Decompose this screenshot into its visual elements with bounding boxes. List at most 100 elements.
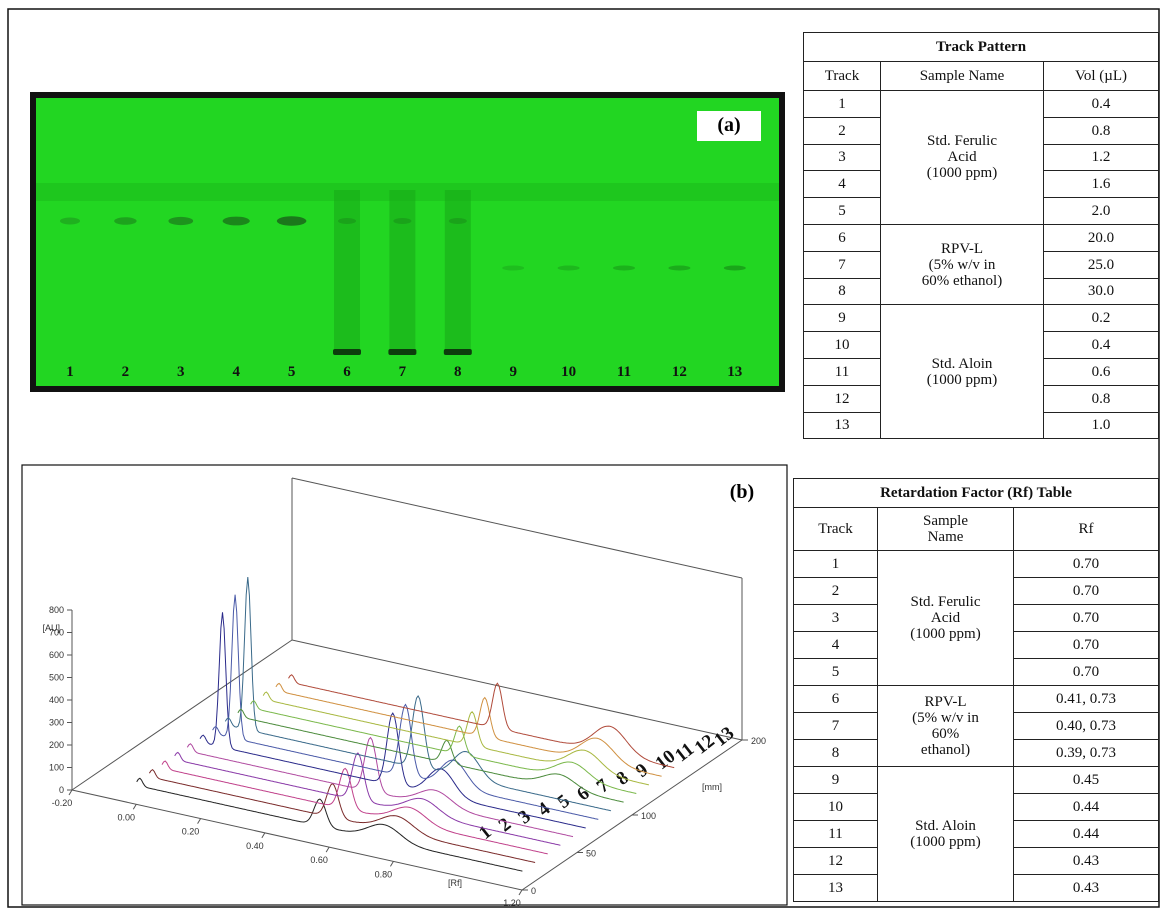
track-cell: 2 <box>794 578 878 605</box>
y-tick-label: 400 <box>49 695 64 705</box>
value-cell: 20.0 <box>1044 224 1159 251</box>
value-cell: 1.0 <box>1044 412 1159 439</box>
x-tick-label: 0.80 <box>375 869 393 879</box>
sample-name-line: Std. Ferulic <box>881 133 1043 149</box>
track-cell: 10 <box>794 794 878 821</box>
value-cell: 0.70 <box>1014 632 1159 659</box>
z-tick-label: 0 <box>531 886 536 896</box>
lane-label: 10 <box>561 364 576 380</box>
sample-name-cell: RPV-L(5% w/v in60%ethanol) <box>878 686 1014 767</box>
track-cell: 8 <box>794 740 878 767</box>
spot <box>388 349 416 355</box>
x-axis-label: [Rf] <box>448 878 462 888</box>
sample-name-line: (1000 ppm) <box>878 834 1013 850</box>
sample-name-line: RPV-L <box>881 241 1043 257</box>
spot <box>444 349 472 355</box>
value-cell: 0.70 <box>1014 659 1159 686</box>
track-cell: 4 <box>794 632 878 659</box>
spot <box>393 218 411 224</box>
title-row: Track Pattern <box>804 33 1159 62</box>
track-cell: 6 <box>804 224 881 251</box>
value-cell: 0.4 <box>1044 332 1159 359</box>
title-row: Retardation Factor (Rf) Table <box>794 479 1159 508</box>
header-line: Name <box>878 529 1013 545</box>
table-row: 6RPV-L(5% w/v in60% ethanol)20.0 <box>804 224 1159 251</box>
value-cell: 0.40, 0.73 <box>1014 713 1159 740</box>
track-cell: 13 <box>794 875 878 902</box>
spot <box>558 266 580 271</box>
column-header: Sample Name <box>881 62 1044 91</box>
value-cell: 0.8 <box>1044 117 1159 144</box>
track-cell: 5 <box>804 198 881 225</box>
smear <box>334 190 360 350</box>
value-cell: 0.70 <box>1014 551 1159 578</box>
value-cell: 2.0 <box>1044 198 1159 225</box>
panel-label: (b) <box>730 481 754 503</box>
header-line: Track <box>794 521 877 537</box>
sample-name-line: RPV-L <box>878 694 1013 710</box>
sample-name-line: Acid <box>878 610 1013 626</box>
header-line: Track <box>804 68 880 84</box>
sample-name-line: (1000 ppm) <box>881 165 1043 181</box>
y-tick-label: 200 <box>49 740 64 750</box>
value-cell: 0.39, 0.73 <box>1014 740 1159 767</box>
track-cell: 3 <box>794 605 878 632</box>
sample-name-line: Acid <box>881 149 1043 165</box>
header-line: Sample Name <box>881 68 1043 84</box>
column-header: Track <box>804 62 881 91</box>
x-tick-label: 0.40 <box>246 841 264 851</box>
x-tick-label: -0.20 <box>52 798 73 808</box>
panel-b-frame <box>22 465 787 905</box>
value-cell: 25.0 <box>1044 251 1159 278</box>
z-tick-label: 200 <box>751 736 766 746</box>
track-cell: 1 <box>804 91 881 118</box>
track-cell: 6 <box>794 686 878 713</box>
track-cell: 11 <box>804 358 881 385</box>
spot <box>724 266 746 271</box>
y-tick-label: 0 <box>59 785 64 795</box>
sample-name-line: Std. Ferulic <box>878 594 1013 610</box>
y-tick-label: 500 <box>49 673 64 683</box>
smear <box>389 190 415 350</box>
sample-name-line: Std. Aloin <box>878 818 1013 834</box>
y-tick-label: 600 <box>49 650 64 660</box>
spot <box>168 217 193 225</box>
track-cell: 7 <box>804 251 881 278</box>
table-title: Track Pattern <box>804 33 1159 62</box>
spot <box>60 218 80 225</box>
lane-label: 12 <box>672 364 687 380</box>
tlc-plate: (a) 12345678910111213 <box>30 92 785 392</box>
spot <box>613 266 635 271</box>
table-row: 9Std. Aloin(1000 ppm)0.2 <box>804 305 1159 332</box>
sample-name-line: (5% w/v in <box>881 257 1043 273</box>
lane-label: 11 <box>617 364 631 380</box>
panel-label: (a) <box>717 114 740 136</box>
spot <box>502 266 524 271</box>
value-cell: 0.43 <box>1014 848 1159 875</box>
track-cell: 4 <box>804 171 881 198</box>
z-tick-label: 100 <box>641 811 656 821</box>
x-tick-label: 0.20 <box>182 827 200 837</box>
header-line: Vol (µL) <box>1044 68 1158 84</box>
z-tick-label: 50 <box>586 849 596 859</box>
value-cell: 0.8 <box>1044 385 1159 412</box>
column-header: Vol (µL) <box>1044 62 1159 91</box>
column-header: Track <box>794 508 878 551</box>
sample-name-cell: Std. FerulicAcid(1000 ppm) <box>881 91 1044 225</box>
lane-label: 1 <box>66 364 74 380</box>
track-cell: 3 <box>804 144 881 171</box>
track-cell: 9 <box>794 767 878 794</box>
sample-name-line: 60% <box>878 726 1013 742</box>
track-cell: 11 <box>794 821 878 848</box>
table: Track Pattern TrackSample NameVol (µL) 1St… <box>803 32 1159 439</box>
y-tick-label: 100 <box>49 763 64 773</box>
spot <box>277 216 307 225</box>
sample-name-cell: Std. Aloin(1000 ppm) <box>878 767 1014 902</box>
spot <box>668 266 690 271</box>
track-cell: 12 <box>794 848 878 875</box>
sample-name-line: ethanol) <box>878 742 1013 758</box>
lane-label: 3 <box>177 364 185 380</box>
track-cell: 7 <box>794 713 878 740</box>
track-cell: 10 <box>804 332 881 359</box>
